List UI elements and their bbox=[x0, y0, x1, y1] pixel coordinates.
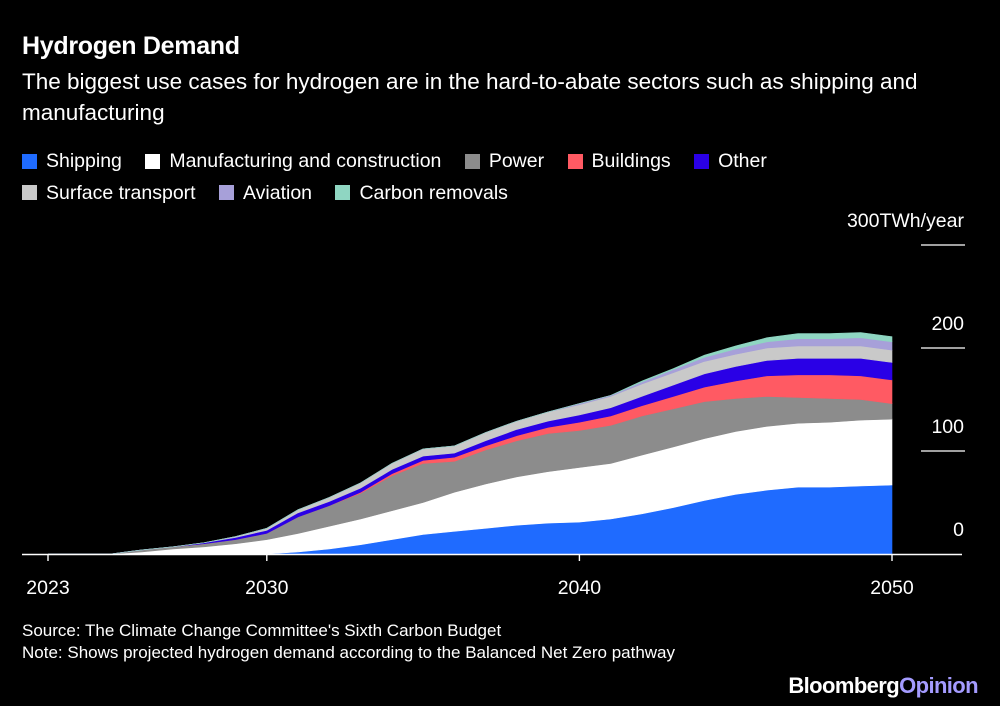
legend-swatch-manufacturing bbox=[145, 153, 161, 169]
footnotes: Source: The Climate Change Committee's S… bbox=[22, 620, 782, 664]
x-tick-label-2030: 2030 bbox=[245, 577, 289, 599]
chart-subtitle: The biggest use cases for hydrogen are i… bbox=[22, 69, 918, 125]
legend-swatch-shipping bbox=[22, 153, 37, 169]
legend-item-shipping: Shipping bbox=[22, 146, 122, 176]
legend-item-buildings: Buildings bbox=[567, 146, 671, 176]
area-layers bbox=[48, 332, 893, 555]
brand-bloomberg: Bloomberg bbox=[788, 673, 900, 698]
legend-label-aviation: Aviation bbox=[243, 181, 313, 204]
legend-row-1: Shipping Manufacturing and construction … bbox=[22, 146, 922, 178]
stacked-area-chart: 0 100 200 300TWh/year 2023 2030 2040 2050 bbox=[22, 210, 965, 599]
source-note: Source: The Climate Change Committee's S… bbox=[22, 621, 502, 640]
legend-label-other: Other bbox=[718, 150, 767, 172]
legend-swatch-other bbox=[694, 153, 710, 169]
y-axis: 0 100 200 300TWh/year bbox=[847, 210, 965, 541]
area-carbon-removals bbox=[48, 332, 893, 555]
legend-label-shipping: Shipping bbox=[46, 150, 122, 172]
legend-row-2: Surface transport Aviation Carbon remova… bbox=[22, 178, 922, 210]
y-tick-label-200: 200 bbox=[931, 313, 964, 335]
bloomberg-opinion-logo: BloombergOpinion bbox=[788, 673, 978, 699]
legend: Shipping Manufacturing and construction … bbox=[22, 146, 922, 209]
brand-opinion: Opinion bbox=[899, 673, 979, 698]
x-tick-label-2040: 2040 bbox=[558, 577, 602, 599]
method-note: Note: Shows projected hydrogen demand ac… bbox=[22, 643, 676, 662]
x-axis: 2023 2030 2040 2050 bbox=[22, 553, 962, 599]
legend-item-carbon-removals: Carbon removals bbox=[335, 178, 508, 208]
chart-title: Hydrogen Demand bbox=[22, 32, 240, 60]
legend-label-power: Power bbox=[488, 150, 545, 172]
legend-label-carbon-removals: Carbon removals bbox=[359, 181, 508, 204]
legend-label-manufacturing: Manufacturing and construction bbox=[169, 150, 442, 172]
legend-swatch-power bbox=[464, 153, 480, 169]
legend-item-manufacturing: Manufacturing and construction bbox=[145, 146, 441, 176]
legend-item-other: Other bbox=[694, 146, 767, 176]
legend-swatch-carbon-removals bbox=[335, 185, 351, 200]
legend-item-power: Power bbox=[464, 146, 545, 176]
legend-item-aviation: Aviation bbox=[219, 178, 312, 208]
y-tick-label-300: 300TWh/year bbox=[847, 210, 965, 232]
legend-swatch-surface-transport bbox=[22, 185, 37, 200]
legend-swatch-buildings bbox=[567, 153, 583, 169]
legend-label-surface-transport: Surface transport bbox=[46, 181, 196, 204]
y-tick-label-100: 100 bbox=[931, 416, 964, 438]
legend-item-surface-transport: Surface transport bbox=[22, 178, 196, 208]
y-tick-label-0: 0 bbox=[953, 519, 964, 541]
legend-label-buildings: Buildings bbox=[591, 150, 671, 172]
legend-swatch-aviation bbox=[219, 185, 234, 200]
x-tick-label-2050: 2050 bbox=[870, 577, 914, 599]
x-tick-label-2023: 2023 bbox=[26, 577, 69, 599]
